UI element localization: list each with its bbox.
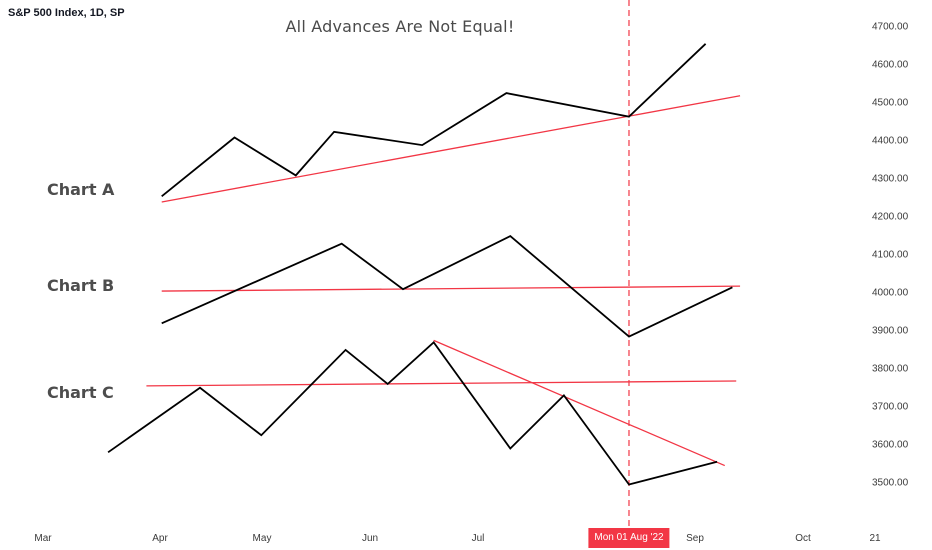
price-tick-label: 4100.00 [872,249,909,261]
series-line-2 [161,235,733,338]
price-tick-label: 3500.00 [872,477,909,489]
annotation-chart-c: Chart C [47,383,114,402]
price-tick-label: 3800.00 [872,363,909,375]
price-tick-label: 4700.00 [872,21,909,33]
time-tick-label: Jun [361,533,379,544]
time-tick-label: Mar [34,533,52,544]
symbol-title[interactable]: S&P 500 Index, 1D, SP [8,7,125,19]
chart-title: All Advances Are Not Equal! [285,17,515,36]
price-tick-label: 4200.00 [872,211,909,223]
time-tick-label: Apr [152,533,168,544]
trendline-4 [433,339,725,467]
time-tick-label: Jul [471,533,485,544]
price-tick-label: 3900.00 [872,325,909,337]
trendline-1 [161,95,741,203]
time-tick-label: May [252,533,272,544]
crosshair-date-badge: Mon 01 Aug '22 [588,528,670,548]
price-tick-label: 4600.00 [872,59,909,71]
series-line-3 [107,340,718,486]
trendline-2 [161,285,741,292]
time-tick-label: Oct [795,533,811,544]
price-tick-label: 3700.00 [872,401,909,413]
price-tick-label: 4000.00 [872,287,909,299]
price-tick-label: 4400.00 [872,135,909,147]
price-tick-label: 4500.00 [872,97,909,109]
series-line-1 [161,43,707,198]
price-tick-label: 3600.00 [872,439,909,451]
annotation-chart-a: Chart A [47,180,115,199]
trendline-3 [146,380,737,387]
annotation-chart-b: Chart B [47,276,115,295]
time-tick-label: 21 [869,533,881,544]
price-tick-label: 4300.00 [872,173,909,185]
time-tick-label: Sep [686,533,704,544]
